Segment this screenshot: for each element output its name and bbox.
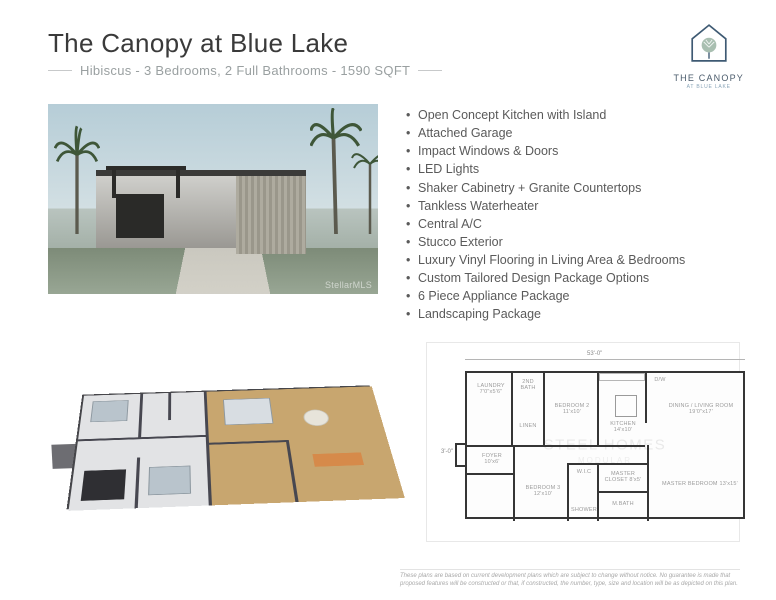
fp-wall <box>597 373 599 445</box>
label-master-closet: MASTER CLOSET 8'x5' <box>601 471 645 484</box>
label-bedroom3: BEDROOM 3 12'x10' <box>521 485 565 498</box>
feature-list: Open Concept Kitchen with Island Attache… <box>404 104 740 324</box>
feature-item: 6 Piece Appliance Package <box>404 287 740 305</box>
palm-icon <box>350 134 378 234</box>
iso-sofa <box>312 452 364 466</box>
label-laundry: LAUNDRY 7'0"x5'6" <box>473 383 509 396</box>
rendering-watermark: StellarMLS <box>325 280 372 290</box>
main-title: The Canopy at Blue Lake <box>48 28 673 59</box>
label-linen: LINEN <box>515 423 541 429</box>
label-foyer: FOYER 10'x6' <box>475 453 509 466</box>
fp-wall <box>645 373 647 423</box>
iso-wall <box>168 392 171 419</box>
label-master-bath: M.BATH <box>603 501 643 507</box>
iso-shell <box>67 385 403 509</box>
fp-wall <box>567 463 647 465</box>
fp-wall <box>513 445 515 521</box>
header: The Canopy at Blue Lake Hibiscus - 3 Bed… <box>48 28 740 90</box>
label-shower: SHOWER <box>571 507 597 513</box>
fp-wall <box>597 463 599 521</box>
feature-item: Impact Windows & Doors <box>404 142 740 160</box>
label-dining-living: DINING / LIVING ROOM 19'0"x17' <box>663 403 739 416</box>
floorplan-2d: 53'-0" 30'-0" 3'-0" STEEL HOMES MODULAR <box>426 342 740 542</box>
label-master-bedroom: MASTER BEDROOM 13'x15' <box>659 481 741 487</box>
iso-bed <box>90 400 128 422</box>
fp-wall <box>597 491 647 493</box>
feature-item: Stucco Exterior <box>404 233 740 251</box>
brochure-page: The Canopy at Blue Lake Hibiscus - 3 Bed… <box>0 0 776 600</box>
feature-item: LED Lights <box>404 160 740 178</box>
feature-item: Tankless Waterheater <box>404 197 740 215</box>
label-wic: W.I.C <box>573 469 595 475</box>
dim-left-ext: 3'-0" <box>441 449 453 455</box>
subtitle-text: Hibiscus - 3 Bedrooms, 2 Full Bathrooms … <box>80 63 410 78</box>
bottom-row: 53'-0" 30'-0" 3'-0" STEEL HOMES MODULAR <box>48 342 740 542</box>
label-bath2: 2ND BATH <box>515 379 541 392</box>
fp-outline: STEEL HOMES MODULAR <box>465 371 745 519</box>
dim-line-top <box>465 359 745 360</box>
foyer-bumpout <box>455 443 465 467</box>
logo-name: THE CANOPY <box>673 73 744 83</box>
pergola <box>106 166 186 194</box>
fp-wall <box>467 473 513 475</box>
feature-item: Landscaping Package <box>404 305 740 323</box>
fp-wall <box>543 373 545 445</box>
brand-logo: THE CANOPY AT BLUE LAKE <box>673 22 744 90</box>
palm-icon <box>54 124 100 234</box>
feature-item: Central A/C <box>404 215 740 233</box>
kitchen-island <box>615 395 637 417</box>
mid-row: StellarMLS Open Concept Kitchen with Isl… <box>48 104 740 324</box>
iso-bed <box>148 465 191 495</box>
exterior-rendering: StellarMLS <box>48 104 378 294</box>
fp-wall <box>567 463 569 521</box>
feature-item: Luxury Vinyl Flooring in Living Area & B… <box>404 251 740 269</box>
feature-item: Open Concept Kitchen with Island <box>404 106 740 124</box>
feature-item: Custom Tailored Design Package Options <box>404 269 740 287</box>
label-dw: D/W <box>651 377 669 383</box>
logo-house-icon <box>688 22 730 64</box>
rule-left <box>48 70 72 71</box>
feature-item: Attached Garage <box>404 124 740 142</box>
fp-wall <box>511 373 513 445</box>
rule-right <box>418 70 442 71</box>
counter <box>599 373 645 381</box>
fp-wall <box>467 445 645 447</box>
iso-bed <box>223 397 274 424</box>
logo-sub: AT BLUE LAKE <box>673 84 744 90</box>
feature-item: Shaker Cabinetry + Granite Countertops <box>404 179 740 197</box>
subtitle-row: Hibiscus - 3 Bedrooms, 2 Full Bathrooms … <box>48 63 673 78</box>
label-bedroom2: BEDROOM 2 11'x10' <box>549 403 595 416</box>
dim-width: 53'-0" <box>587 351 602 357</box>
disclaimer-text: These plans are based on current develop… <box>400 569 740 588</box>
floorplan-3d <box>48 342 408 542</box>
title-block: The Canopy at Blue Lake Hibiscus - 3 Bed… <box>48 28 673 78</box>
iso-garage-car <box>81 469 126 501</box>
fp-wall <box>647 445 649 521</box>
label-kitchen: KITCHEN 14'x10' <box>603 421 643 434</box>
